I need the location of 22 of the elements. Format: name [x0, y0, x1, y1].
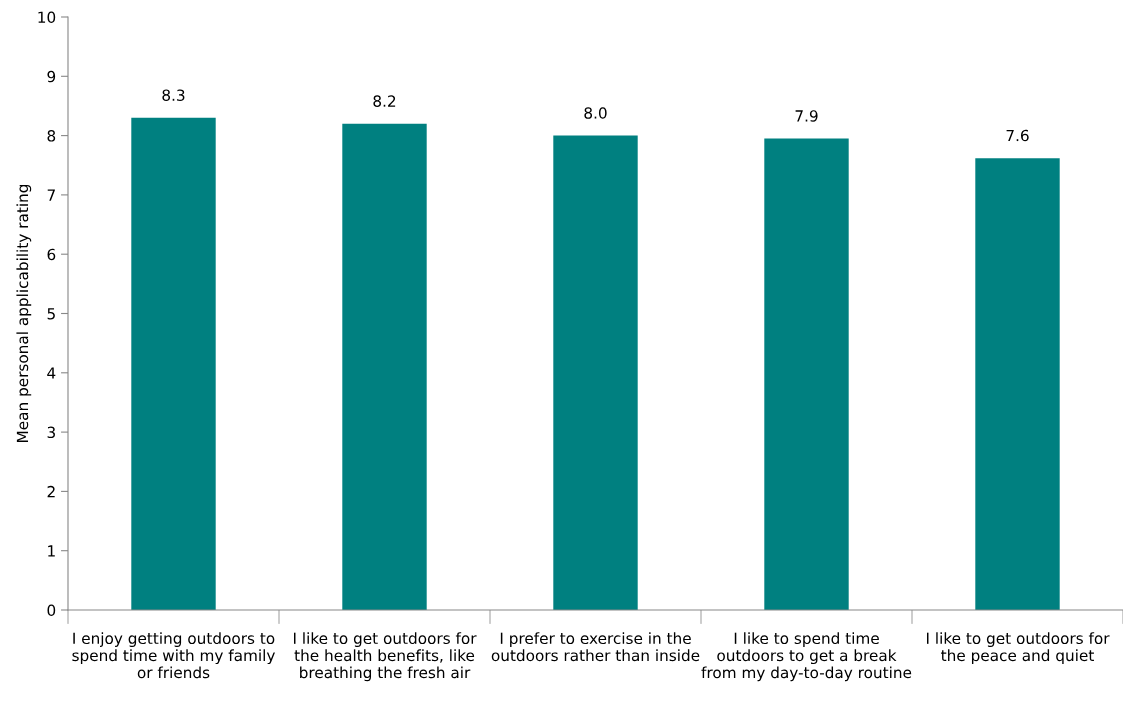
y-tick-label: 0: [47, 604, 56, 617]
y-tick-label: 5: [47, 308, 55, 320]
y-tick-label: 8: [47, 130, 56, 142]
x-tick-label: I like to get outdoors for the health benefits, like breathing the fresh air: [293, 632, 477, 682]
y-tick-label: 9: [47, 70, 56, 83]
x-tick-label: I like to get outdoors for the peace and quiet: [926, 632, 1110, 665]
y-axis-title: Mean personal applicability rating: [16, 184, 32, 442]
y-tick-label: 1: [48, 545, 55, 557]
data-label: 8.3: [162, 89, 185, 101]
data-label: 7.6: [1006, 129, 1029, 142]
y-tick-label: 6: [47, 248, 56, 261]
x-tick-label: I enjoy getting outdoors to spend time with my family or friends: [72, 632, 275, 679]
y-tick-label: 7: [47, 189, 55, 201]
y-tick-label: 4: [47, 367, 56, 379]
y-tick-label: 10: [38, 11, 56, 24]
data-label: 8.0: [584, 107, 607, 119]
y-tick-label: 3: [47, 426, 55, 439]
data-label: 7.9: [795, 110, 818, 122]
x-tick-label: I like to spend time outdoors to get a break from my day-to-day routine: [701, 632, 912, 682]
y-tick-label: 2: [47, 485, 55, 498]
x-tick-label: I prefer to exercise in the outdoors rather than inside: [491, 632, 700, 662]
data-label: 8.2: [373, 95, 396, 107]
